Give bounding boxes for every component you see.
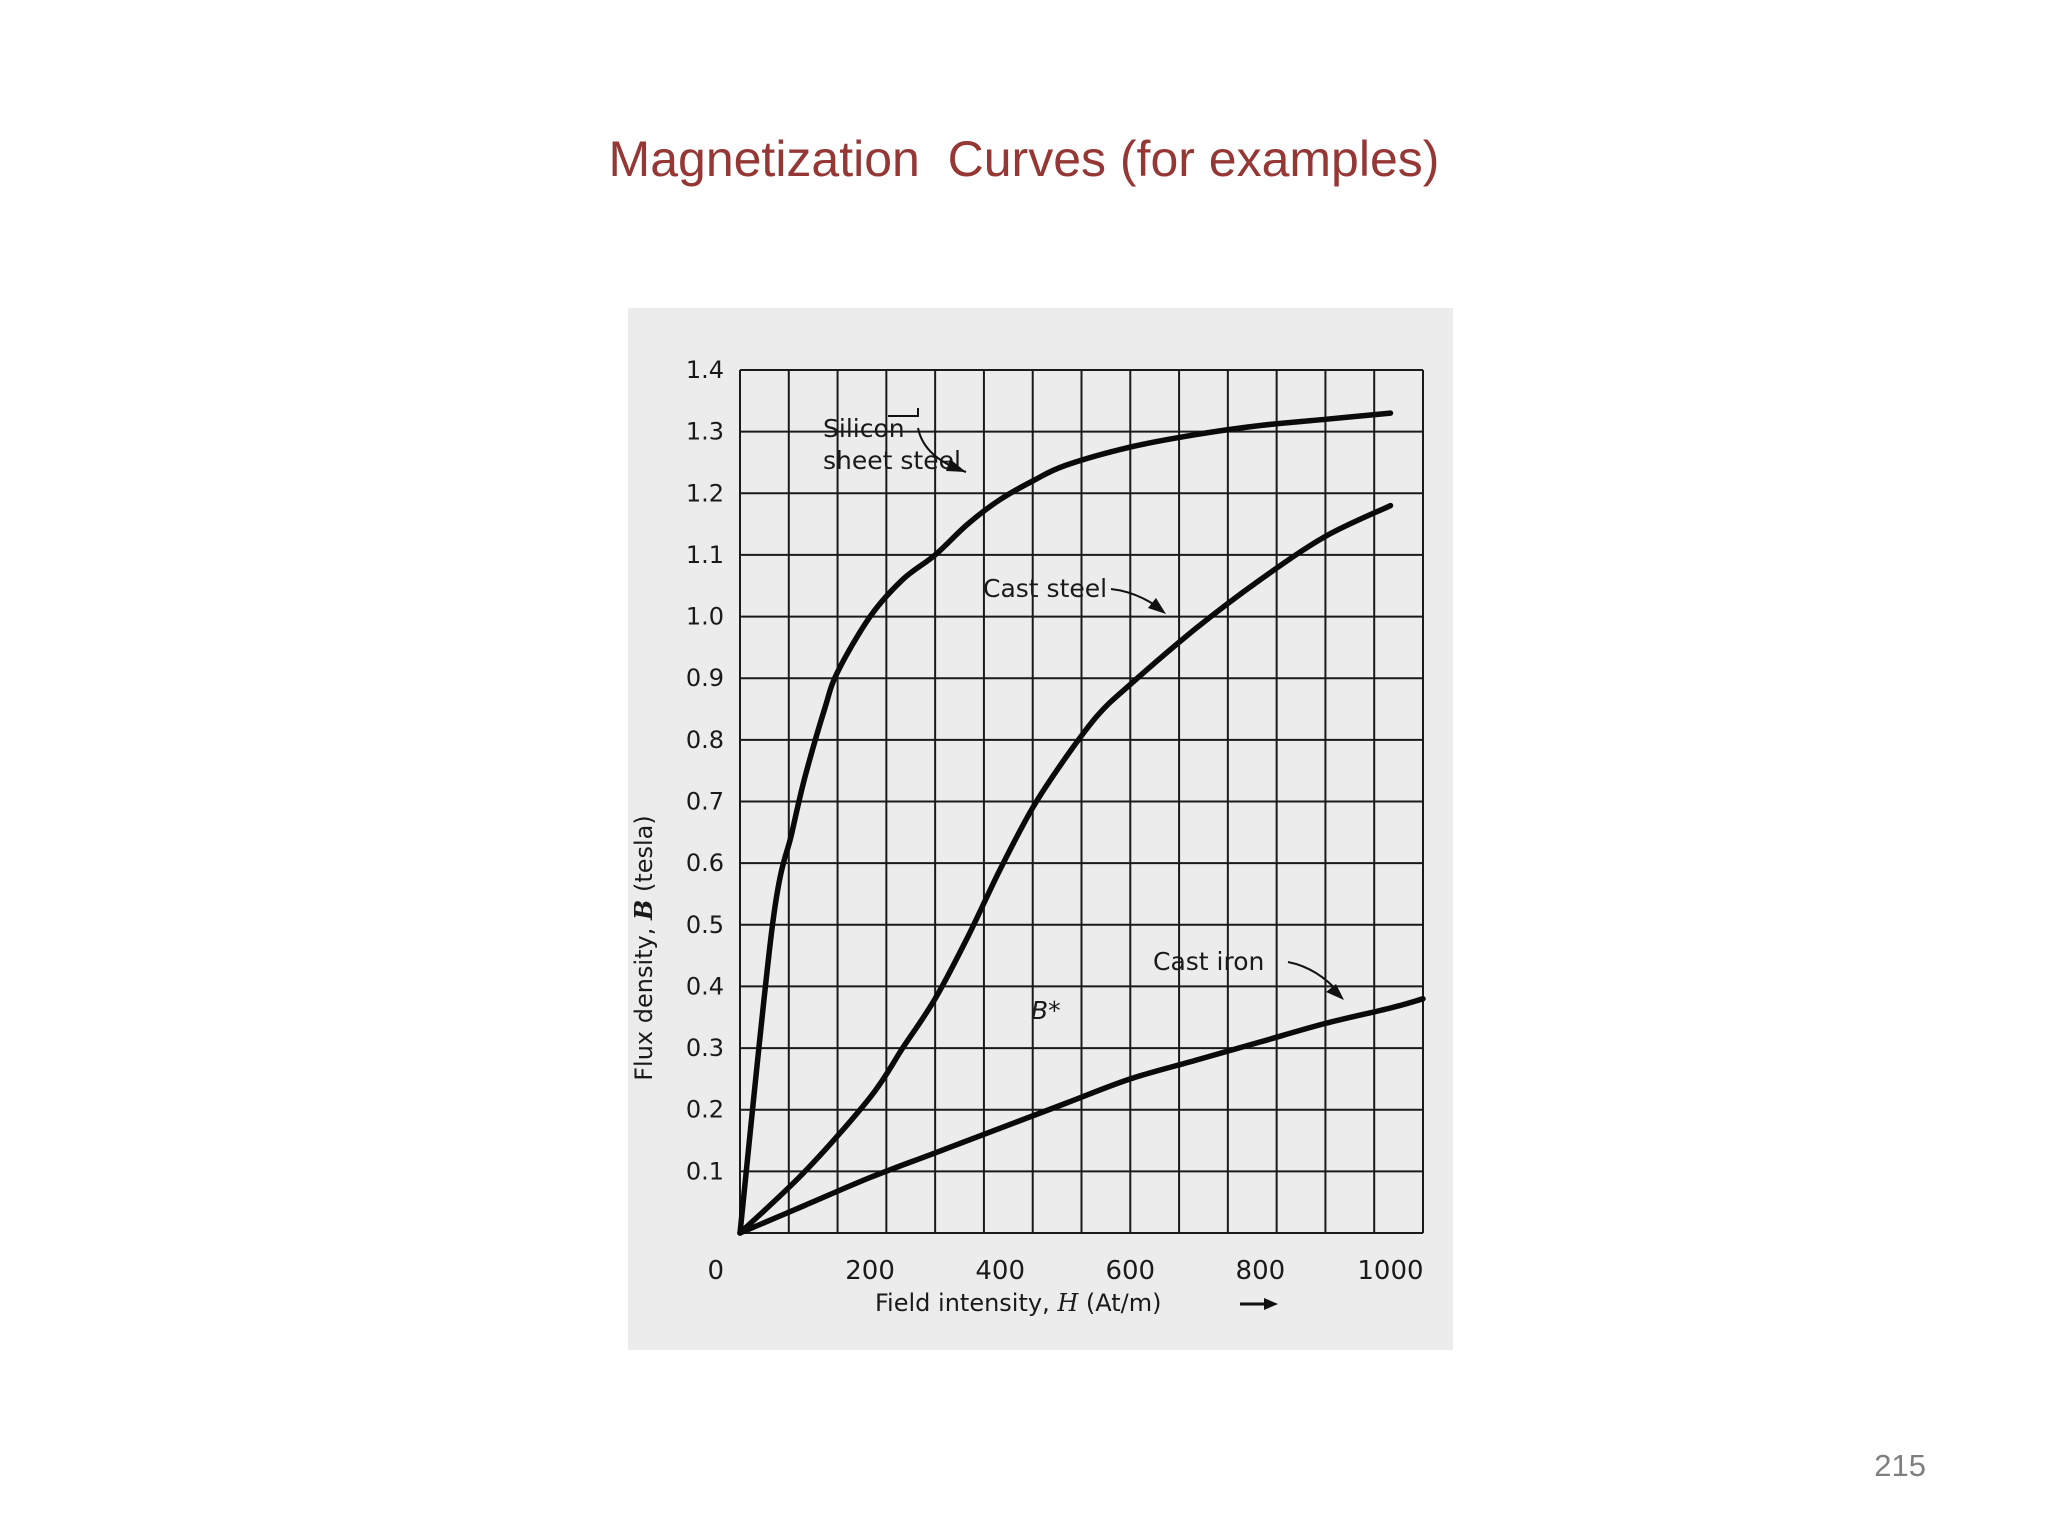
x-axis-label-suffix: (At/m)	[1078, 1289, 1161, 1317]
curve-layer	[737, 410, 1426, 1236]
y-tick-label: 0.9	[686, 664, 724, 692]
page-number: 215	[1874, 1448, 1926, 1483]
y-tick-label: 0.6	[686, 849, 724, 877]
x-axis-label: Field intensity, H (At/m)	[875, 1289, 1162, 1317]
grid-lines	[739, 369, 1424, 1234]
label-cast-iron: Cast iron	[1153, 947, 1264, 976]
chart-figure: 0.1 0.2 0.3 0.4 0.5 0.6 0.7 0.8 0.9 1.0 1.1 1.2 1.3 1…	[628, 308, 1453, 1350]
series-line-cast-steel	[737, 502, 1394, 1236]
x-axis-arrow	[1240, 1298, 1278, 1310]
x-tick-label: 600	[1105, 1256, 1155, 1286]
y-tick-label: 1.0	[686, 603, 724, 631]
y-tick-label: 0.1	[686, 1157, 724, 1185]
chart-svg: 0.1 0.2 0.3 0.4 0.5 0.6 0.7 0.8 0.9 1.0 1.1 1.2 1.3 1…	[629, 356, 1426, 1317]
series-line-silicon-sheet-steel	[737, 410, 1394, 1236]
x-tick-label: 1000	[1357, 1256, 1423, 1286]
arrowhead-cast-steel	[1148, 598, 1166, 614]
y-tick-label: 0.8	[686, 726, 724, 754]
label-silicon-line1: Silicon	[823, 414, 905, 443]
y-tick-label: 0.4	[686, 972, 724, 1000]
x-tick-label: 400	[975, 1256, 1025, 1286]
y-tick-label: 1.4	[686, 356, 724, 384]
y-tick-label: 0.3	[686, 1034, 724, 1062]
y-tick-label: 0.2	[686, 1096, 724, 1124]
x-tick-label: 200	[845, 1256, 895, 1286]
y-axis-label-prefix: Flux density,	[630, 920, 658, 1081]
tick-labels: 0.1 0.2 0.3 0.4 0.5 0.6 0.7 0.8 0.9 1.0 1.1 1.2 1.3 1…	[686, 356, 1424, 1286]
slide-title: Magnetization Curves (for examples)	[608, 131, 1440, 187]
label-cast-steel: Cast steel	[983, 574, 1107, 603]
arrowhead-cast-iron	[1326, 984, 1344, 1000]
series-line-cast-iron	[737, 996, 1426, 1236]
x-axis-label-prefix: Field intensity,	[875, 1289, 1057, 1317]
y-tick-label: 1.1	[686, 541, 724, 569]
label-silicon-sheet-steel: Silicon sheet steel	[823, 414, 961, 475]
label-silicon-line2: sheet steel	[823, 446, 961, 475]
y-tick-label: 0.7	[686, 788, 724, 816]
annotation-bstar: B*	[1031, 996, 1061, 1025]
x-tick-label: 0	[707, 1256, 724, 1286]
y-tick-label: 1.3	[686, 418, 724, 446]
arrowhead-silicon	[946, 459, 966, 472]
y-axis-label-suffix: (tesla)	[630, 815, 658, 899]
y-axis-label: Flux density, B (tesla)	[629, 815, 658, 1081]
y-tick-label: 1.2	[686, 479, 724, 507]
x-axis-label-symbol: H	[1056, 1289, 1079, 1317]
x-tick-label: 800	[1236, 1256, 1286, 1286]
y-axis-label-symbol: B	[629, 900, 658, 921]
y-tick-label: 0.5	[686, 911, 724, 939]
